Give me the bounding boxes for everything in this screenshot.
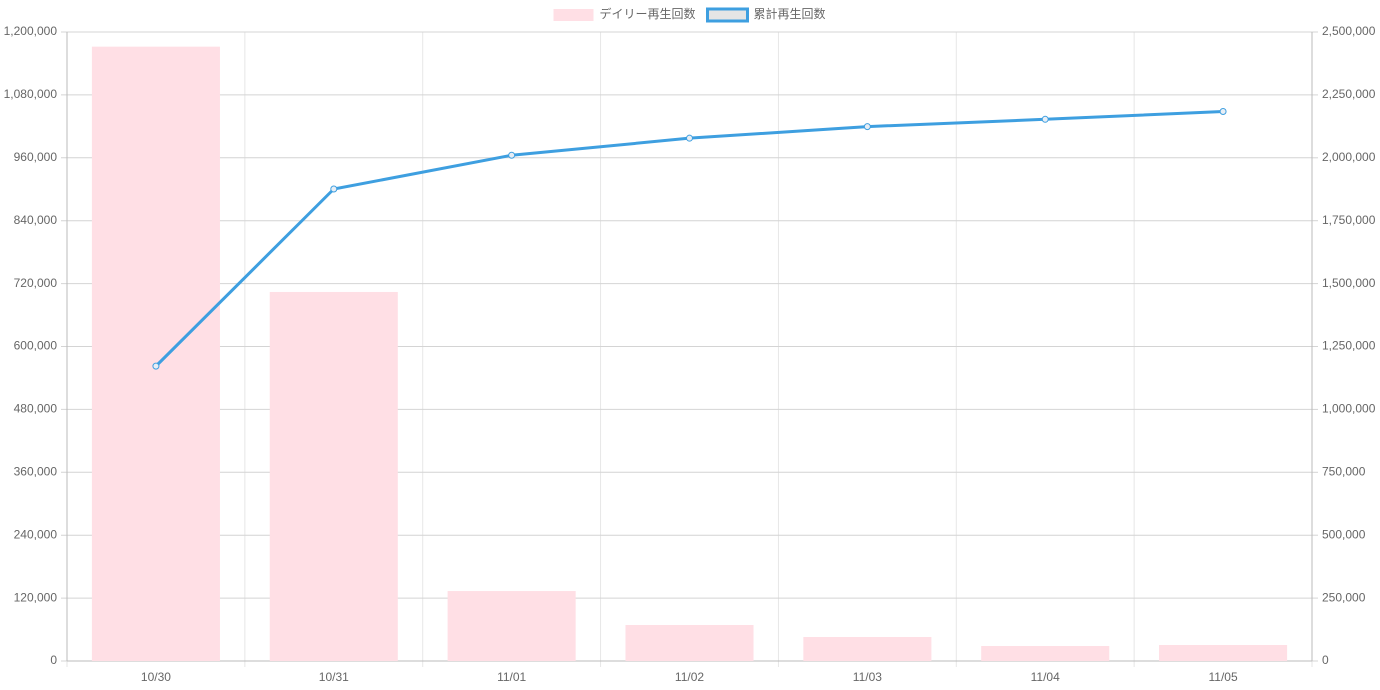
y-tick-label: 960,000 [14, 150, 58, 164]
y-tick-label: 720,000 [14, 276, 58, 290]
x-tick-label: 11/01 [497, 670, 526, 684]
y2-tick-label: 750,000 [1322, 464, 1366, 478]
y-tick-label: 480,000 [14, 402, 58, 416]
point [330, 185, 338, 193]
x-tick-label: 10/30 [141, 670, 171, 684]
point [863, 123, 871, 131]
y-tick-label: 840,000 [14, 213, 58, 227]
bar [1159, 645, 1288, 661]
y-tick-label: 120,000 [14, 590, 58, 604]
point [686, 134, 693, 142]
y2-tick-label: 2,250,000 [1322, 87, 1376, 101]
x-tick-label: 11/02 [675, 670, 704, 684]
legend-swatch [553, 9, 594, 21]
bar [803, 636, 932, 661]
y2-tick-label: 2,500,000 [1322, 24, 1376, 38]
y2-tick-label: 2,000,000 [1322, 150, 1376, 164]
x-tick-label: 11/04 [1031, 670, 1060, 684]
y-tick-label: 1,080,000 [4, 87, 58, 101]
y2-tick-label: 500,000 [1322, 527, 1366, 541]
bar [91, 46, 220, 662]
bar [981, 646, 1110, 661]
x-tick-label: 11/03 [853, 670, 882, 684]
x-tick-label: 11/05 [1209, 670, 1238, 684]
y2-tick-label: 1,750,000 [1322, 213, 1376, 227]
y2-tick-label: 1,250,000 [1322, 339, 1376, 353]
legend-swatch [706, 7, 749, 23]
bar [447, 591, 576, 661]
y-tick-label: 240,000 [14, 527, 58, 541]
x-tick-label: 10/31 [319, 670, 349, 684]
y-tick-label: 0 [50, 653, 57, 667]
point [1041, 115, 1049, 123]
y2-tick-label: 0 [1322, 653, 1329, 667]
y2-tick-label: 1,500,000 [1322, 276, 1376, 290]
y2-tick-label: 250,000 [1322, 590, 1366, 604]
y-tick-label: 1,200,000 [4, 24, 58, 38]
legend-label: デイリー再生回数 [600, 6, 696, 21]
legend-label: 累計再生回数 [754, 6, 826, 21]
point [508, 151, 516, 159]
y2-tick-label: 1,000,000 [1322, 402, 1376, 416]
y-tick-label: 360,000 [14, 464, 58, 478]
point [152, 362, 160, 370]
y-tick-label: 600,000 [14, 339, 58, 353]
bar [269, 291, 398, 661]
point [1219, 108, 1227, 116]
bar [625, 624, 754, 661]
